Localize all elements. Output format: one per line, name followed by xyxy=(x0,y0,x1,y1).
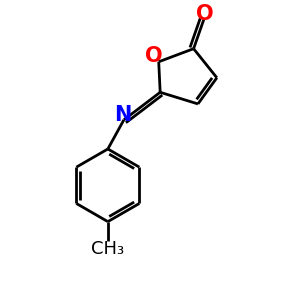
Text: O: O xyxy=(196,4,214,24)
Text: N: N xyxy=(114,105,131,125)
Text: CH₃: CH₃ xyxy=(91,240,124,258)
Text: O: O xyxy=(145,46,162,66)
